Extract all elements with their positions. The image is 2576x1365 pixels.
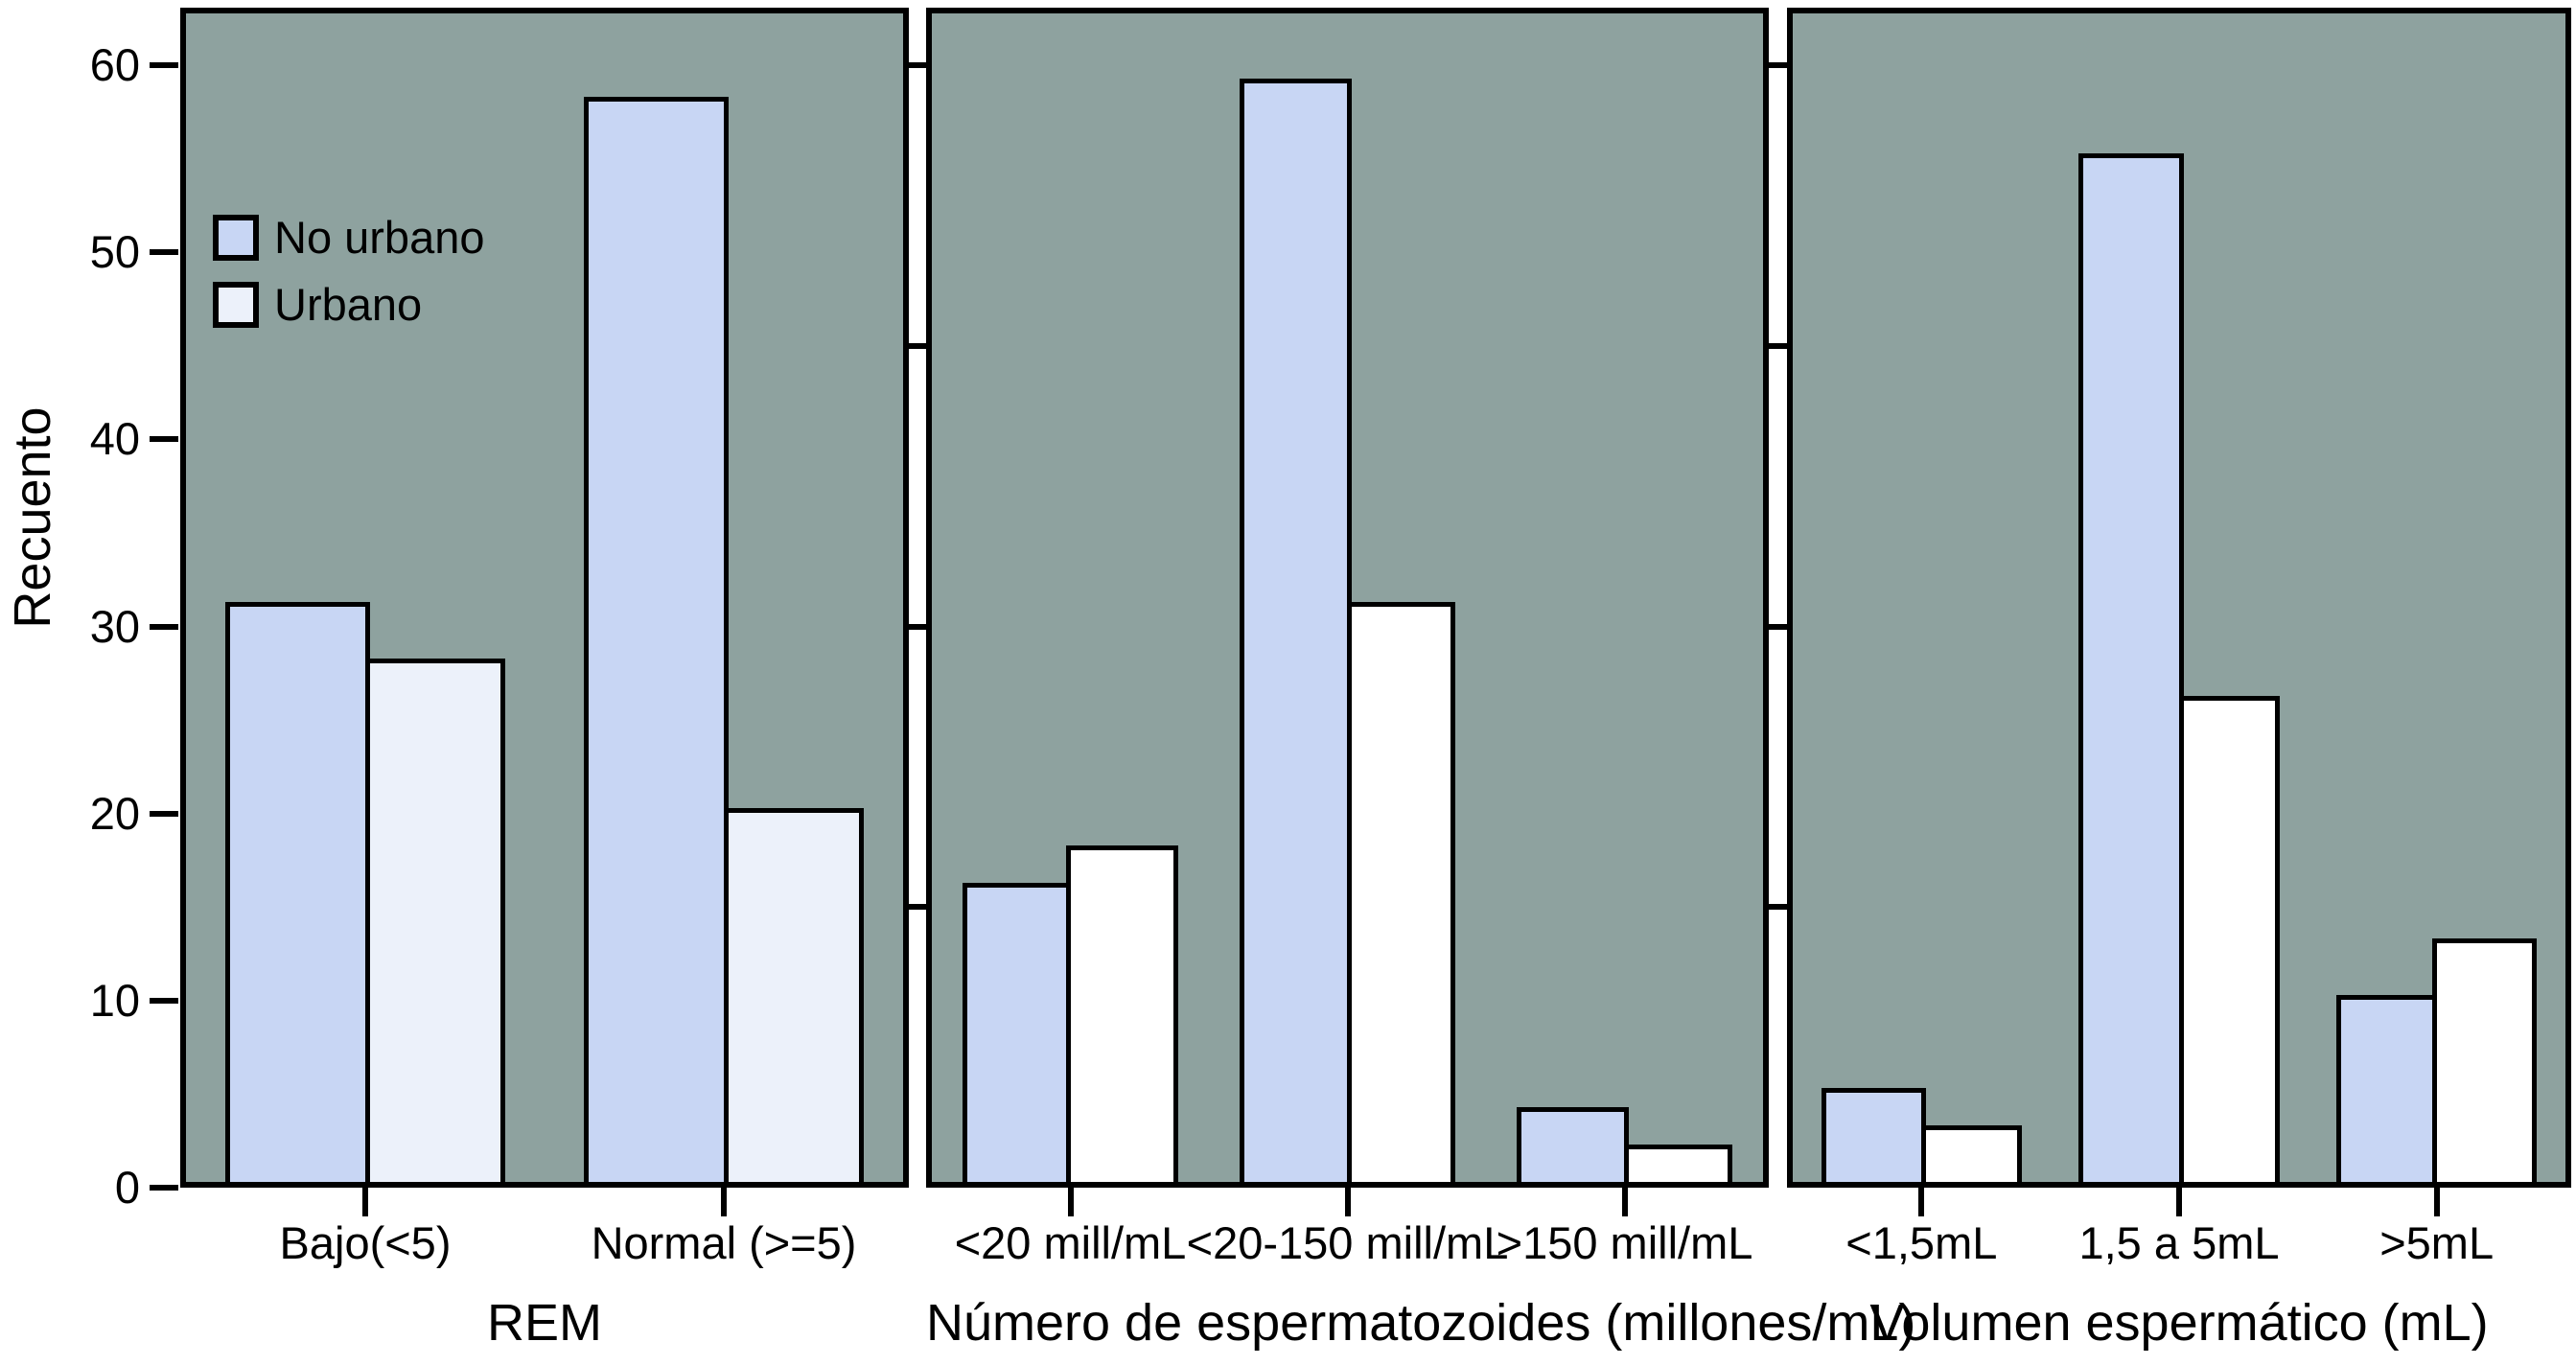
category-label: Bajo(<5) [279, 1217, 452, 1268]
category-label: <20 mill/mL [954, 1217, 1187, 1268]
legend-swatch [213, 282, 259, 328]
panel-edge-tick [1764, 342, 1789, 349]
legend-item: Urbano [213, 282, 485, 328]
panel-edge-tick [1764, 904, 1789, 911]
category-label: <20-150 mill/mL [1186, 1217, 1509, 1268]
bar-urbano [1342, 601, 1456, 1182]
x-tick [721, 1188, 727, 1216]
x-axis-title: REM [487, 1294, 602, 1352]
category-label: Normal (>=5) [591, 1217, 857, 1268]
y-tick-label: 60 [89, 39, 140, 90]
bar-urbano [1916, 1125, 2023, 1182]
x-tick [2433, 1188, 2440, 1216]
x-tick [1621, 1188, 1628, 1216]
bar-no-urbano [2078, 152, 2184, 1182]
category-label: 1,5 a 5mL [2078, 1217, 2280, 1268]
panel-edge-tick [903, 62, 928, 68]
category-label: >5mL [2379, 1217, 2495, 1268]
x-tick [362, 1188, 368, 1216]
y-tick [150, 623, 178, 630]
panel-edge-tick [1764, 62, 1789, 68]
legend-label: No urbano [274, 212, 485, 263]
bar-urbano [360, 658, 505, 1182]
legend-swatch [213, 215, 259, 261]
panel-edge-tick [903, 623, 928, 630]
y-tick-label: 30 [89, 600, 140, 652]
y-tick-label: 20 [89, 787, 140, 839]
panel-edge-tick [903, 904, 928, 911]
x-tick [1067, 1188, 1074, 1216]
y-tick-label: 50 [89, 226, 140, 278]
panel-edge-tick [903, 342, 928, 349]
bar-no-urbano [1821, 1088, 1927, 1182]
y-tick-label: 40 [89, 413, 140, 465]
y-tick [150, 1185, 178, 1191]
x-tick [2176, 1188, 2182, 1216]
x-axis-title: Volumen espermático (mL) [1869, 1294, 2489, 1352]
category-label: <1,5mL [1845, 1217, 1998, 1268]
y-tick [150, 436, 178, 443]
y-tick-label: 0 [114, 1162, 140, 1213]
y-tick [150, 997, 178, 1004]
bar-urbano [719, 807, 864, 1182]
bar-urbano [2174, 695, 2280, 1182]
bar-urbano [1065, 844, 1179, 1182]
legend-label: Urbano [274, 279, 423, 330]
bar-urbano [1619, 1144, 1733, 1182]
legend-item: No urbano [213, 215, 485, 261]
x-tick [1918, 1188, 1925, 1216]
y-tick-label: 10 [89, 974, 140, 1026]
y-tick [150, 62, 178, 68]
x-tick [1344, 1188, 1351, 1216]
category-label: >150 mill/mL [1496, 1217, 1753, 1268]
bar-no-urbano [962, 882, 1076, 1182]
legend: No urbano Urbano [213, 215, 485, 349]
bar-no-urbano [584, 97, 729, 1182]
bar-no-urbano [1239, 78, 1353, 1182]
bar-urbano [2431, 938, 2538, 1182]
bar-no-urbano [1516, 1106, 1630, 1182]
bar-no-urbano [225, 601, 370, 1182]
x-axis-title: Número de espermatozoides (millones/mL) [926, 1294, 1916, 1352]
panel-edge-tick [1764, 623, 1789, 630]
y-tick [150, 810, 178, 817]
y-tick [150, 249, 178, 256]
bar-no-urbano [2335, 994, 2442, 1182]
